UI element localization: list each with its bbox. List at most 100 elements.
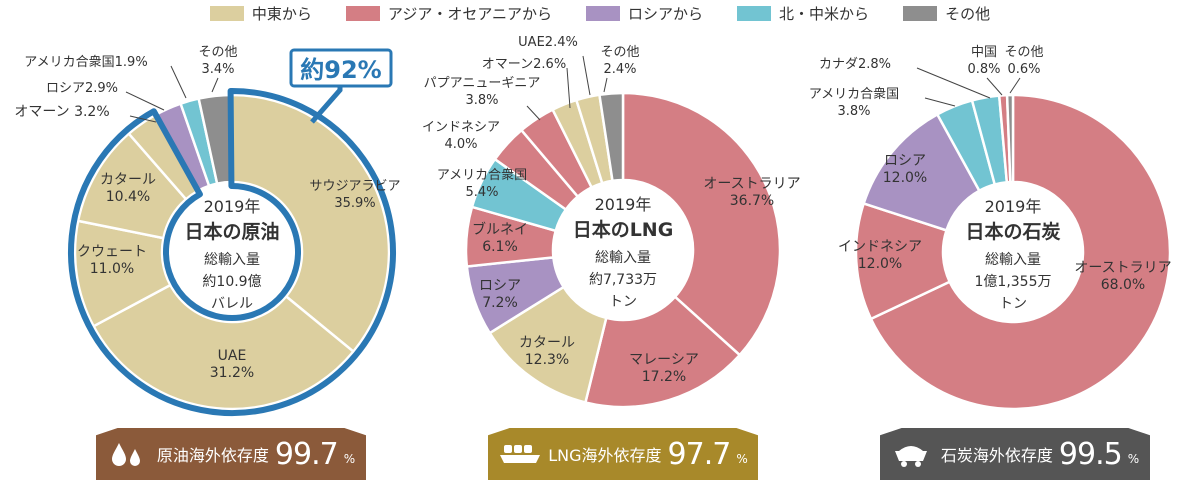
pie-slice <box>1005 93 1015 184</box>
slice-label: 12.3% <box>525 352 569 368</box>
slice-label: 3.4% <box>201 62 234 77</box>
dependency-label: 原油海外依存度 <box>156 446 269 465</box>
dependency-unit: % <box>343 452 356 466</box>
leader-line <box>924 97 956 107</box>
slice-label: 6.1% <box>482 239 518 255</box>
highlight-label: 約92% <box>300 56 381 84</box>
leader-line <box>1009 77 1021 94</box>
pie-slice <box>91 283 356 411</box>
slice-label: オマーン2.6% <box>482 57 566 72</box>
leader-line <box>129 115 157 123</box>
leader-line <box>566 67 571 109</box>
leader-line <box>916 67 991 99</box>
dependency-value: 99.7 <box>274 436 339 472</box>
center-line: 日本の原油 <box>184 220 279 243</box>
legend-label: 北・中米から <box>779 5 870 23</box>
legend: 中東から アジア・オセアニアから ロシアから 北・中米から その他 <box>0 3 1200 24</box>
leader-line <box>170 65 187 99</box>
slice-label: 36.7% <box>730 193 774 209</box>
slice-label: カタール <box>519 335 575 351</box>
slice-label: その他 <box>600 45 639 60</box>
slice-label: 17.2% <box>642 369 686 385</box>
slice-label: クウェート <box>77 244 147 260</box>
center-line: 2019年 <box>985 197 1042 216</box>
middle-east-highlight <box>68 88 396 416</box>
center-line: 総輸入量 <box>595 250 651 266</box>
center-line: 日本の石炭 <box>965 220 1060 243</box>
center-line: 総輸入量 <box>985 252 1041 268</box>
legend-swatch <box>209 6 244 21</box>
legend-label: 中東から <box>251 5 312 23</box>
slice-label: UAE2.4% <box>518 35 578 50</box>
slice-label: 12.0% <box>858 256 902 272</box>
center-line: 1億1,355万 <box>975 274 1052 290</box>
slice-label: 7.2% <box>482 295 518 311</box>
dependency-bar: 石炭海外依存度 99.5% <box>880 428 1150 480</box>
slice-label: 中国 <box>971 45 997 60</box>
leader-line <box>526 105 541 121</box>
dependency-unit: % <box>736 452 748 466</box>
dependency-bar: LNG海外依存度 97.7% <box>488 428 758 480</box>
leader-line <box>603 77 608 93</box>
leader-line <box>986 77 1003 96</box>
slice-label: アメリカ合衆国 <box>437 167 527 183</box>
slice-label: 10.4% <box>106 189 150 205</box>
slice-label: インドネシア <box>422 120 500 135</box>
dependency-value: 99.5 <box>1058 436 1123 472</box>
highlight-box <box>289 48 393 88</box>
slice-label: 0.6% <box>1007 62 1040 77</box>
leader-line <box>582 55 591 96</box>
slice-label: 68.0% <box>1101 277 1145 293</box>
dependency-label: LNG海外依存度 <box>548 446 662 465</box>
slice-label: その他 <box>198 45 237 60</box>
coal-cart-icon <box>891 439 931 469</box>
center-line: トン <box>999 296 1027 312</box>
leader-line <box>125 91 165 111</box>
legend-swatch <box>586 6 621 21</box>
pie-slice <box>230 93 391 354</box>
slice-label: 31.2% <box>210 365 254 381</box>
slice-label: サウジアラビア <box>309 179 400 194</box>
slice-label: ロシア <box>884 153 926 169</box>
pie-slice <box>598 91 625 183</box>
slice-label: カタール <box>100 172 156 188</box>
slice-label: 12.0% <box>883 170 927 186</box>
slice-label: パプアニューギニア <box>424 76 541 91</box>
slice-label: オーストラリア <box>703 176 800 192</box>
center-line: 総輸入量 <box>204 252 260 268</box>
lng-tanker-icon <box>498 439 541 469</box>
dependency-label: 石炭海外依存度 <box>940 446 1053 465</box>
slice-label: アメリカ合衆国 <box>809 86 899 102</box>
legend-swatch <box>903 6 938 21</box>
slice-label: 35.9% <box>334 196 375 211</box>
legend-swatch <box>737 6 772 21</box>
slice-label: ブルネイ <box>472 221 528 238</box>
slice-label: 3.8% <box>465 93 498 108</box>
slice-label: アメリカ合衆国1.9% <box>24 54 147 70</box>
leader-line <box>211 77 219 93</box>
slice-label: インドネシア <box>838 239 922 255</box>
slice-label: マレーシア <box>629 352 699 368</box>
slice-label: その他 <box>1004 45 1043 60</box>
oil-drops-icon <box>107 439 147 469</box>
slice-label: オーストラリア <box>1074 260 1171 276</box>
slice-label: 5.4% <box>465 185 498 200</box>
dependency-bar: 原油海外依存度 99.7% <box>96 428 366 480</box>
legend-label: アジア・オセアニアから <box>387 5 553 23</box>
center-line: 約10.9億 <box>202 274 261 290</box>
legend-item: ロシアから <box>586 3 703 24</box>
legend-swatch <box>345 6 380 21</box>
slice-label: オマーン 3.2% <box>14 104 109 120</box>
legend-label: ロシアから <box>628 5 704 23</box>
slice-label: 2.4% <box>603 62 636 77</box>
slice-label: UAE <box>218 348 247 364</box>
legend-label: その他 <box>945 5 991 23</box>
center-line: 約7,733万 <box>589 272 657 288</box>
slice-label: カナダ2.8% <box>819 57 891 72</box>
